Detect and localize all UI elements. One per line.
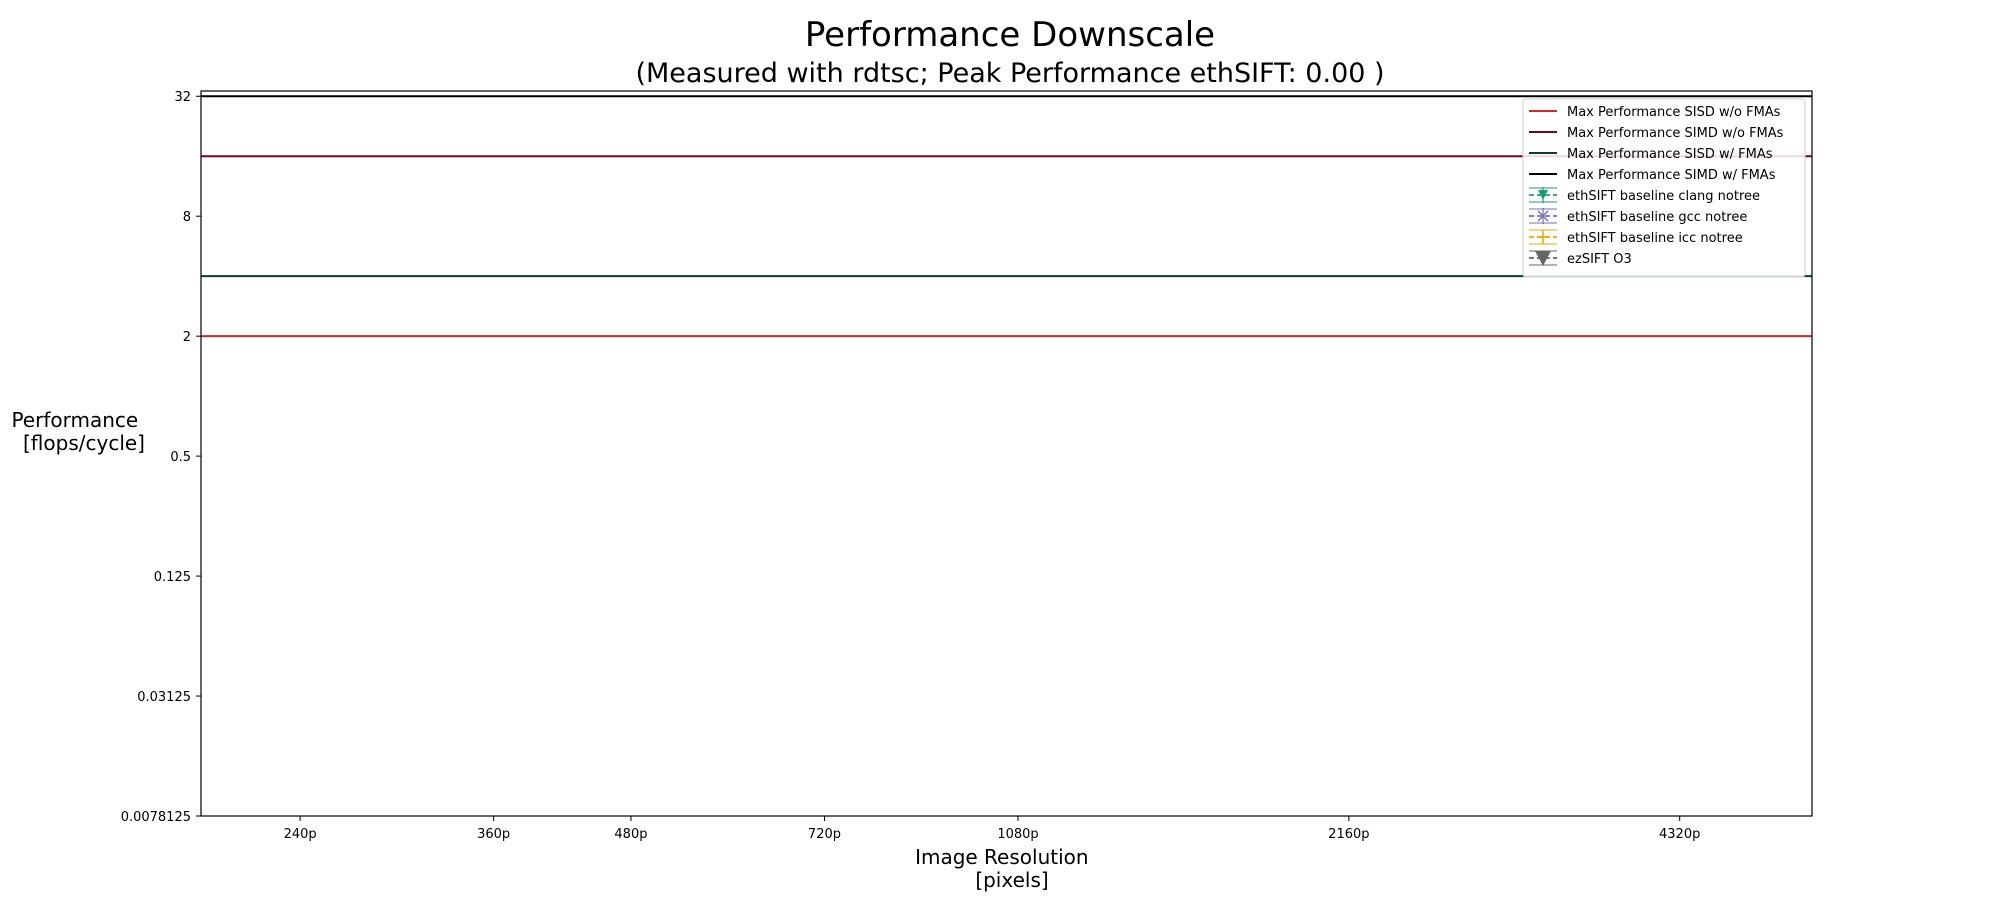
legend-marker [1535, 251, 1551, 266]
y-tick-label: 2 [183, 330, 191, 345]
legend-label: Max Performance SIMD w/o FMAs [1567, 126, 1784, 141]
legend-item: Max Performance SISD w/o FMAs [1529, 105, 1781, 120]
legend-item: Max Performance SIMD w/ FMAs [1529, 168, 1776, 183]
x-tick-label: 1080p [997, 827, 1038, 842]
legend-label: ethSIFT baseline icc notree [1567, 231, 1743, 246]
legend-item: ezSIFT O3 [1529, 250, 1632, 267]
legend-label: ethSIFT baseline clang notree [1567, 189, 1760, 204]
chart-subtitle: (Measured with rdtsc; Peak Performance e… [635, 58, 1384, 89]
x-axis-label-line-1: Image Resolution [915, 845, 1089, 869]
y-tick-label: 8 [183, 210, 191, 225]
legend-marker [1538, 230, 1548, 244]
x-axis-ticks: 240p 360p 480p 720p 1080p 2160p 4320p [284, 816, 1700, 842]
plot-area-frame [200, 90, 1813, 817]
x-tick-label: 2160p [1328, 827, 1369, 842]
x-tick-label: 720p [808, 827, 841, 842]
x-tick-label: 360p [477, 827, 510, 842]
y-axis-label-line-2: [flops/cycle] [23, 431, 145, 455]
legend-label: ethSIFT baseline gcc notree [1567, 210, 1747, 225]
x-tick-label: 240p [284, 827, 317, 842]
y-axis-ticks: 0.0078125 0.03125 0.125 0.5 2 8 32 [121, 90, 201, 825]
legend-label: ezSIFT O3 [1567, 252, 1632, 267]
x-tick-label: 4320p [1659, 827, 1700, 842]
legend-item: ethSIFT baseline icc notree [1529, 229, 1743, 246]
y-tick-label: 0.5 [170, 450, 191, 465]
legend-item: ethSIFT baseline gcc notree [1529, 208, 1747, 225]
legend: Max Performance SISD w/o FMAs Max Perform… [1522, 98, 1806, 278]
legend-item: Max Performance SISD w/ FMAs [1529, 147, 1773, 162]
legend-label: Max Performance SISD w/ FMAs [1567, 147, 1773, 162]
legend-item: Max Performance SIMD w/o FMAs [1529, 126, 1784, 141]
legend-label: Max Performance SIMD w/ FMAs [1567, 168, 1776, 183]
y-tick-label: 0.125 [154, 570, 191, 585]
y-tick-label: 0.0078125 [121, 810, 191, 825]
x-tick-label: 480p [614, 827, 647, 842]
legend-item: ethSIFT baseline clang notree [1529, 187, 1760, 204]
y-tick-label: 32 [174, 90, 191, 105]
y-tick-label: 0.03125 [137, 690, 191, 705]
y-axis-label-line-1: Performance [11, 408, 138, 432]
legend-label: Max Performance SISD w/o FMAs [1567, 105, 1781, 120]
chart-title: Performance Downscale [805, 15, 1215, 55]
x-axis-label: Image Resolution [pixels] [915, 845, 1095, 892]
y-axis-label: Performance [flops/cycle] [11, 408, 145, 455]
legend-box [1522, 98, 1806, 278]
x-axis-label-line-2: [pixels] [975, 868, 1048, 892]
